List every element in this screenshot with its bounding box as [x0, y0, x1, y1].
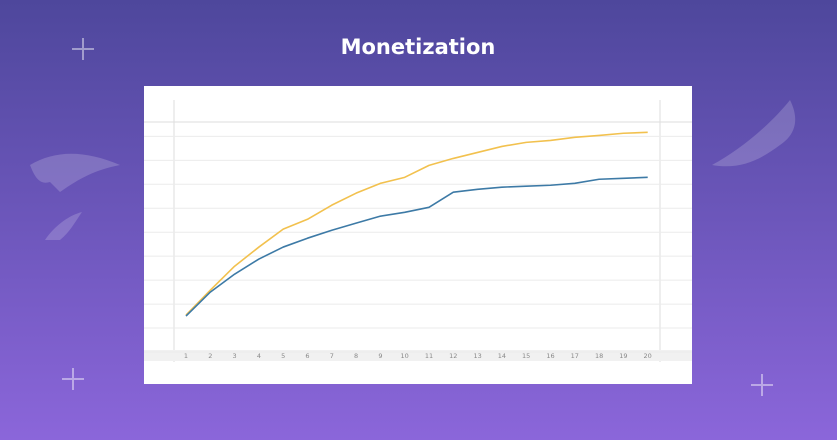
- x-tick-label: 16: [546, 352, 554, 360]
- x-tick-label: 7: [330, 352, 334, 360]
- shark: [712, 100, 796, 167]
- plot: 1 2 3 4 5 6 7 8 9 10 11 12 13 14 15 16 17 18 19 20: [144, 131, 692, 360]
- x-tick-label: 5: [281, 352, 285, 360]
- x-tick-label: 20: [644, 352, 652, 360]
- series-line: [185, 176, 648, 317]
- x-tick-label: 19: [619, 352, 627, 360]
- x-tick-label: 1: [184, 352, 188, 360]
- plus-icon: [62, 368, 84, 390]
- x-tick-label: 15: [522, 352, 530, 360]
- x-tick-label: 4: [257, 352, 261, 360]
- decorations: [62, 38, 773, 396]
- x-tick-label: 13: [473, 352, 481, 360]
- x-tick-label: 2: [208, 352, 212, 360]
- plus-icon: [72, 38, 94, 60]
- x-tick-label: 11: [425, 352, 433, 360]
- shark-shapes: [30, 100, 796, 240]
- chart-card: [144, 86, 692, 384]
- x-tick-label: 8: [354, 352, 358, 360]
- x-tick-label: 6: [305, 352, 309, 360]
- shark: [30, 153, 120, 192]
- x-tick-label: 12: [449, 352, 457, 360]
- x-tick-label: 9: [378, 352, 382, 360]
- series-line: [185, 131, 648, 316]
- chart-title: Monetization: [341, 35, 496, 59]
- x-tick-label: 18: [595, 352, 603, 360]
- x-tick-label: 10: [401, 352, 409, 360]
- x-tick-label: 14: [498, 352, 506, 360]
- plus-icon: [751, 374, 773, 396]
- x-tick-label: 3: [233, 352, 237, 360]
- x-tick-label: 17: [571, 352, 579, 360]
- shark: [45, 212, 82, 240]
- x-axis-band: [144, 350, 692, 361]
